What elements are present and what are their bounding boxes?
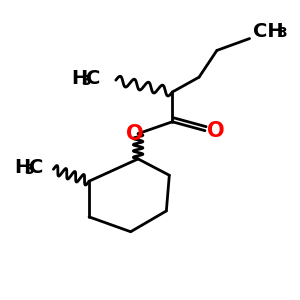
Text: O: O (207, 121, 224, 141)
Text: C: C (86, 69, 100, 88)
Text: C: C (29, 158, 43, 177)
Text: 3: 3 (278, 26, 287, 40)
Text: 3: 3 (81, 74, 91, 88)
Text: O: O (126, 124, 144, 144)
Text: CH: CH (253, 22, 283, 40)
Text: 3: 3 (24, 163, 34, 177)
Text: H: H (14, 158, 30, 177)
Text: H: H (71, 69, 88, 88)
